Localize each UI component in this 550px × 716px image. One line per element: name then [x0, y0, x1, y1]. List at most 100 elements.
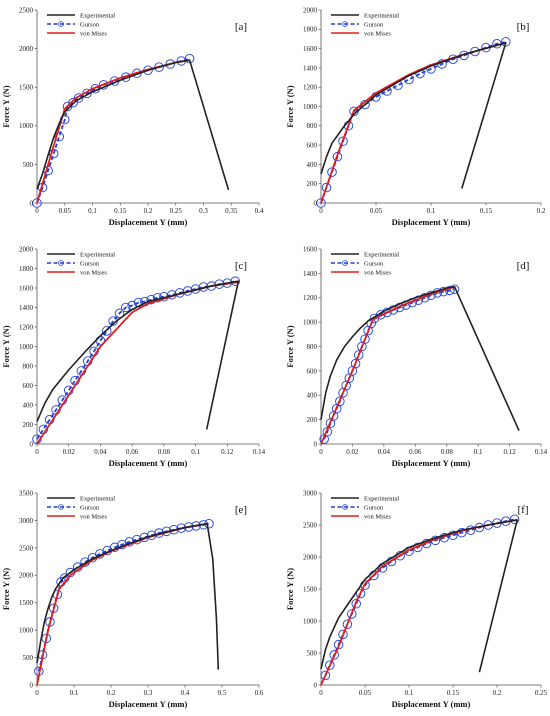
legend-label: Gurson [80, 21, 100, 28]
x-tick-label: 0.2 [493, 689, 502, 697]
y-tick-label: 500 [23, 654, 34, 662]
panel-label: [d] [517, 260, 530, 272]
x-axis-title: Displacement Y (mm) [392, 458, 471, 468]
y-tick-label: 1500 [303, 585, 318, 593]
legend-label: Experimental [80, 495, 115, 502]
y-axis-title: Force Y (N) [1, 325, 11, 367]
y-tick-label: 3500 [19, 489, 34, 497]
y-tick-label: 1800 [303, 26, 318, 34]
legend-marker [58, 504, 64, 510]
gurson-data-point [501, 37, 511, 47]
y-tick-label: 1200 [303, 84, 318, 92]
y-tick-label: 400 [23, 401, 34, 409]
legend-label: Experimental [80, 12, 115, 19]
x-tick-label: 0.05 [59, 207, 72, 215]
legend: Experimental Gurson von Mises [331, 12, 399, 37]
gurson-data-point [54, 131, 64, 142]
legend-marker [342, 260, 348, 266]
y-tick-label: 800 [307, 122, 318, 130]
legend-marker [342, 21, 348, 27]
y-tick-label: 1000 [19, 627, 34, 635]
x-tick-label: 0.06 [409, 448, 422, 456]
legend-marker [58, 260, 64, 266]
series-line-experimental [320, 42, 507, 189]
series-line-von-mises [320, 285, 455, 445]
gurson-data-point [32, 198, 42, 208]
x-tick-label: 0.15 [114, 207, 127, 215]
legend: Experimental Gurson von Mises [331, 251, 399, 276]
y-tick-label: 2000 [19, 572, 34, 580]
gurson-data-point [316, 198, 326, 208]
gurson-data-point [355, 588, 366, 599]
y-tick-label: 1400 [303, 64, 318, 72]
y-axis-title: Force Y (N) [285, 568, 295, 610]
x-axis-title: Displacement Y (mm) [392, 699, 471, 709]
legend: Experimental Gurson von Mises [47, 251, 115, 276]
x-tick-label: 0.3 [144, 689, 153, 697]
x-tick-label: 0 [35, 689, 39, 697]
y-tick-label: 0 [314, 440, 318, 448]
x-tick-label: 0.14 [253, 448, 266, 456]
series-line-von-mises [320, 518, 518, 686]
x-tick-label: 0.4 [255, 207, 264, 215]
legend-label: Gurson [80, 504, 100, 511]
x-tick-label: 0.1 [474, 448, 483, 456]
x-tick-label: 0.4 [181, 689, 190, 697]
x-tick-label: 0.2 [144, 207, 153, 215]
x-tick-label: 0.6 [255, 689, 264, 697]
x-tick-label: 0.02 [346, 448, 359, 456]
x-tick-label: 0.02 [63, 448, 76, 456]
gurson-data-point [327, 167, 337, 177]
series-line-von-mises [320, 41, 507, 204]
y-tick-label: 2000 [303, 6, 318, 14]
chart-panel-6: 0 0.05 0.1 0.15 0.2 0.25 0 500 1000 1500 2000 2500 3… [285, 489, 548, 709]
gurson-data-point [470, 46, 480, 57]
legend-label: von Mises [80, 30, 107, 37]
y-tick-label: 400 [307, 392, 318, 400]
gurson-data-point [388, 305, 399, 315]
x-axis-title: Displacement Y (mm) [109, 458, 188, 468]
y-tick-label: 2000 [19, 245, 34, 253]
legend-label: Experimental [364, 251, 399, 258]
x-tick-label: 0.1 [88, 207, 97, 215]
gurson-data-point [68, 97, 78, 108]
x-tick-label: 0.12 [221, 448, 234, 456]
y-tick-label: 2500 [303, 521, 318, 529]
gurson-data-point [338, 136, 348, 146]
y-tick-label: 2500 [19, 544, 34, 552]
x-tick-label: 0.04 [94, 448, 107, 456]
y-tick-label: 800 [307, 343, 318, 351]
y-tick-label: 2500 [19, 6, 34, 14]
x-tick-label: 0 [35, 207, 39, 215]
legend-label: Gurson [364, 260, 384, 267]
y-tick-label: 1600 [303, 245, 318, 253]
gurson-data-point [335, 396, 345, 407]
y-tick-label: 1000 [19, 122, 34, 130]
y-tick-label: 200 [23, 421, 34, 429]
y-tick-label: 1200 [19, 323, 34, 331]
y-tick-label: 1000 [303, 617, 318, 625]
legend: Experimental Gurson von Mises [47, 495, 115, 520]
panel-label: [e] [235, 504, 247, 516]
y-tick-label: 600 [23, 382, 34, 390]
y-tick-label: 1200 [303, 294, 318, 302]
x-tick-label: 0.08 [158, 448, 171, 456]
chart-panel-2: 0 0.05 0.1 0.15 0.2 0 200 400 600 800 1000 1200 1400… [285, 6, 546, 227]
y-tick-label: 1000 [303, 319, 318, 327]
x-tick-label: 0.2 [537, 207, 546, 215]
series-line-gurson [36, 57, 190, 204]
gurson-data-point [347, 609, 357, 619]
y-tick-label: 1500 [19, 84, 34, 92]
y-tick-label: 800 [23, 362, 34, 370]
gurson-data-point [350, 358, 361, 369]
y-axis-title: Force Y (N) [285, 325, 295, 367]
series-line-experimental [36, 522, 220, 670]
x-tick-label: 0 [319, 689, 323, 697]
x-axis-title: Displacement Y (mm) [109, 217, 188, 227]
y-tick-label: 500 [307, 649, 318, 657]
legend: Experimental Gurson von Mises [331, 495, 399, 520]
chart-panel-1: 0 0.05 0.1 0.15 0.2 0.25 0.3 0.35 0.4 0 500 1000 150… [1, 6, 264, 227]
legend-marker [58, 21, 64, 27]
y-tick-label: 2000 [303, 553, 318, 561]
